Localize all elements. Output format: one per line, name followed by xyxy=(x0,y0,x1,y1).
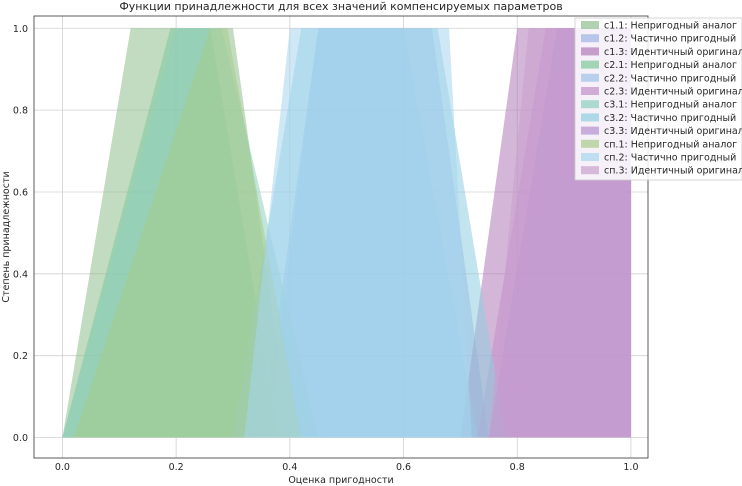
legend-swatch xyxy=(581,113,599,122)
legend-swatch xyxy=(581,47,599,56)
chart-title: Функции принадлежности для всех значений… xyxy=(119,0,562,13)
legend-label: c1.2: Частично пригодный xyxy=(604,34,736,45)
legend-label: c2.2: Частично пригодный xyxy=(604,73,736,84)
legend-swatch xyxy=(581,60,599,69)
legend-label: сп.2: Частично пригодный xyxy=(604,153,736,164)
legend-label: c3.2: Частично пригодный xyxy=(604,113,736,124)
legend-label: c2.3: Идентичный оригиналу xyxy=(604,87,742,98)
legend-label: c1.1: Непригодный аналог xyxy=(604,21,737,32)
legend-swatch xyxy=(581,73,599,82)
legend-swatch xyxy=(581,21,599,29)
y-tick-label: 0.0 xyxy=(13,433,28,444)
y-tick-label: 1.0 xyxy=(13,24,28,35)
x-tick-label: 0.4 xyxy=(282,462,297,473)
y-tick-label: 0.2 xyxy=(13,351,28,362)
y-axis-label: Степень принадлежности xyxy=(1,171,12,302)
x-tick-label: 0.2 xyxy=(169,462,184,473)
x-axis-label: Оценка пригодности xyxy=(288,475,393,486)
legend-items: c1.1: Непригодный аналог c1.2: Частично п… xyxy=(581,21,742,177)
legend-swatch xyxy=(581,100,599,109)
legend-swatch xyxy=(581,166,599,175)
series-area-10 xyxy=(73,28,302,438)
legend-swatch xyxy=(581,139,599,148)
legend-swatch xyxy=(581,34,599,43)
x-tick-label: 0.6 xyxy=(396,462,411,473)
x-tick-label: 0.0 xyxy=(55,462,70,473)
y-tick-label: 0.4 xyxy=(13,269,28,280)
legend-label: c3.3: Идентичный оригиналу xyxy=(604,126,742,137)
x-tick-label: 0.8 xyxy=(510,462,525,473)
x-axis-ticks: 0.0 0.2 0.4 0.6 0.8 1.0 xyxy=(55,462,639,473)
legend-swatch xyxy=(581,153,599,161)
x-tick-label: 1.0 xyxy=(623,462,638,473)
y-axis-ticks: 0.0 0.2 0.4 0.6 0.8 1.0 xyxy=(13,24,28,444)
plot-frame xyxy=(33,15,649,459)
legend-label: c3.1: Непригодный аналог xyxy=(604,100,737,111)
legend-label: c2.1: Непригодный аналог xyxy=(604,60,737,71)
area-series xyxy=(62,28,631,438)
legend-label: сп.3: Идентичный оригиналу xyxy=(604,166,742,177)
legend-swatch xyxy=(581,126,599,135)
series-area-11 xyxy=(244,28,472,438)
y-tick-label: 0.6 xyxy=(13,187,28,198)
legend-label: сп.1: Непригодный аналог xyxy=(604,139,737,150)
legend: c1.1: Непригодный аналог c1.2: Частично п… xyxy=(574,17,742,181)
legend-label: c1.3: Идентичный оригиналу xyxy=(604,47,742,58)
legend-swatch xyxy=(581,87,599,95)
y-tick-label: 0.8 xyxy=(13,106,28,117)
legend-box xyxy=(574,17,742,181)
